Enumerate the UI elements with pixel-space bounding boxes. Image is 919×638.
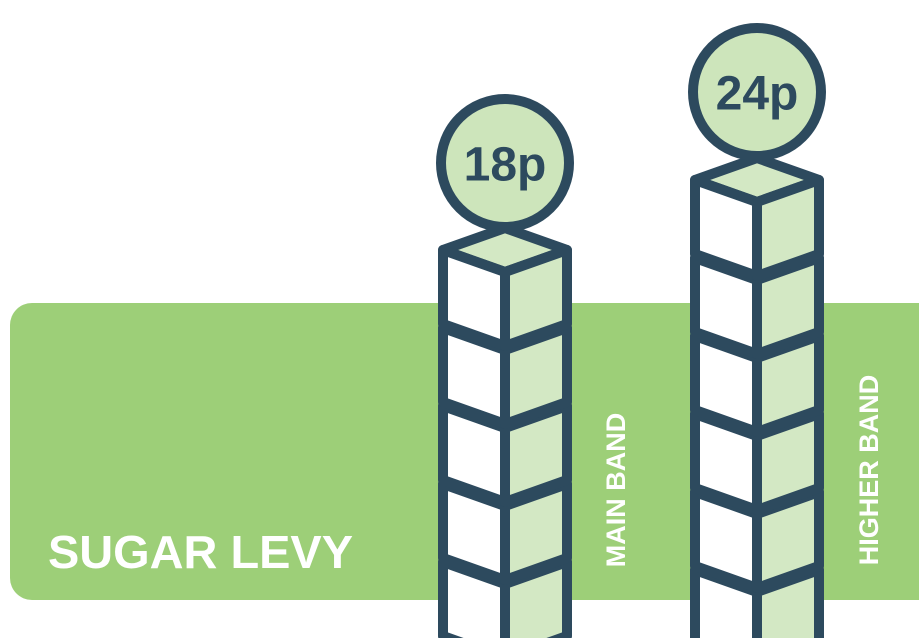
cube-right — [500, 245, 572, 351]
title: SUGAR LEVY — [48, 526, 353, 578]
rate: 18p — [464, 139, 547, 192]
rate: 24p — [716, 68, 799, 121]
band-label: MAIN BAND — [601, 413, 631, 568]
band-label: HIGHER BAND — [854, 375, 884, 566]
cube-right — [752, 175, 824, 281]
cube-left — [438, 245, 510, 351]
cube-left — [690, 175, 762, 281]
rate-badge — [688, 23, 826, 161]
stacks: 18p MAIN BAND 24p HIGHER BAND — [436, 23, 884, 638]
rate-badge — [436, 94, 574, 232]
